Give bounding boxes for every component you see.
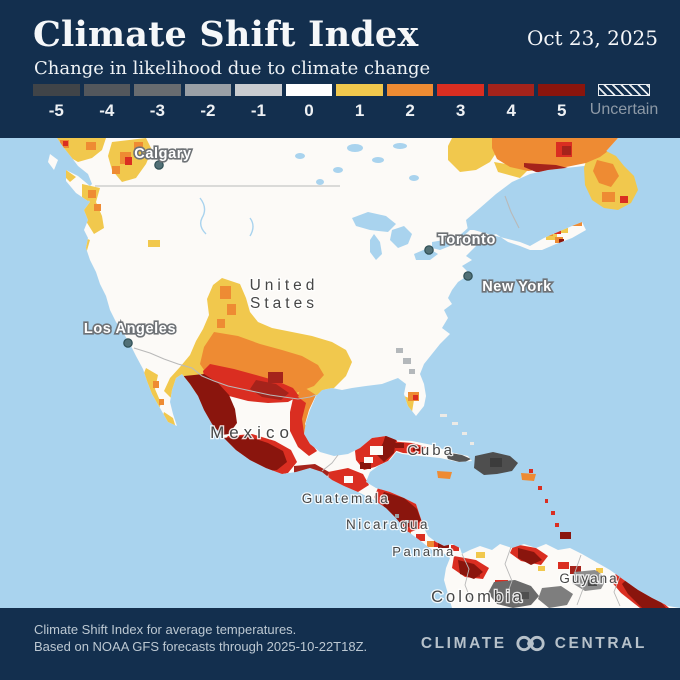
- city-dot-los-angeles: [123, 338, 133, 348]
- legend-swatch: [184, 84, 232, 96]
- region-label-nicaragua: Nicaragua: [346, 517, 430, 532]
- legend-cell--2: -2: [184, 84, 232, 121]
- legend-value: 4: [506, 101, 516, 120]
- legend-swatch: [83, 84, 131, 96]
- uncertain-label: Uncertain: [589, 101, 659, 118]
- city-label-calgary: Calgary: [134, 146, 191, 162]
- lake-huron: [390, 226, 412, 248]
- uncertain-hatch-swatch: [598, 84, 650, 96]
- legend-cells: -5 -4 -3 -2 -1 0 1 2 3 4 5: [33, 84, 586, 121]
- legend-value: 1: [354, 101, 365, 120]
- legend-value: -2: [200, 101, 216, 120]
- legend-value: -1: [250, 101, 267, 120]
- climate-central-rings-icon: [516, 635, 545, 652]
- legend-value: 2: [405, 101, 415, 120]
- region-label-guatemala: Guatemala: [302, 491, 391, 506]
- region-label-united-states: States: [250, 295, 318, 312]
- city-label-los-angeles: Los Angeles: [84, 321, 176, 337]
- legend-cell-5: 5: [538, 84, 586, 121]
- legend-cell-0: 0: [285, 84, 333, 121]
- climate-central-logo: CLIMATE CENTRAL: [421, 634, 647, 653]
- landmasses: [48, 138, 680, 608]
- legend-value: 3: [455, 101, 466, 120]
- gulf-of-st-lawrence: [468, 174, 586, 229]
- country-borders: [95, 185, 621, 607]
- lake-michigan: [370, 234, 382, 260]
- region-label-mexico: Mexico: [210, 423, 294, 442]
- legend-value: 5: [557, 101, 567, 120]
- date-label: Oct 23, 2025: [526, 26, 658, 50]
- legend-swatch: [386, 84, 434, 96]
- legend-swatch: [235, 84, 282, 96]
- map: United States Mexico Cuba Guatemala Nicaragua…: [0, 138, 680, 608]
- caribbean-islands: [437, 452, 571, 539]
- lakes-and-gulf: [199, 143, 586, 260]
- legend-swatch: [487, 84, 535, 96]
- city-dot-toronto: [424, 245, 434, 255]
- attribution-line-2: Based on NOAA GFS forecasts through 2025…: [34, 639, 368, 654]
- lake-ontario: [432, 240, 450, 250]
- lesser-antilles: [529, 469, 571, 539]
- region-label-united-states: United: [250, 277, 319, 294]
- city-dot-calgary: [154, 160, 164, 170]
- attribution-line-1: Climate Shift Index for average temperat…: [34, 622, 297, 637]
- legend-swatch: [285, 84, 333, 96]
- uncertain-areas: [274, 348, 607, 608]
- region-label-panama: Panama: [392, 544, 455, 559]
- legend-swatch: [134, 84, 181, 96]
- legend-cell--5: -5: [33, 84, 80, 121]
- attribution-text: Climate Shift Index for average temperat…: [34, 621, 367, 655]
- legend-value: -4: [99, 101, 115, 120]
- legend-swatch: [33, 84, 80, 96]
- legend-cell--3: -3: [134, 84, 181, 121]
- region-label-cuba: Cuba: [407, 442, 455, 459]
- logo-word-central: CENTRAL: [554, 634, 647, 652]
- footer: Climate Shift Index for average temperat…: [0, 608, 680, 680]
- legend-cell-2: 2: [386, 84, 434, 121]
- legend-swatch: [437, 84, 484, 96]
- lake-superior: [352, 212, 396, 232]
- legend-cell-1: 1: [336, 84, 383, 121]
- csi-legend: -5 -4 -3 -2 -1 0 1 2 3 4 5 Uncertain: [33, 84, 658, 121]
- legend-cell--4: -4: [83, 84, 131, 121]
- logo-word-climate: CLIMATE: [420, 634, 507, 652]
- legend-uncertain: Uncertain: [590, 84, 658, 118]
- legend-cell--1: -1: [235, 84, 282, 121]
- header: Climate Shift Index Change in likelihood…: [0, 0, 680, 138]
- page-title: Climate Shift Index: [33, 14, 419, 55]
- legend-cell-3: 3: [437, 84, 484, 121]
- city-label-new-york: New York: [482, 279, 552, 295]
- jamaica: [437, 471, 452, 479]
- legend-swatch: [336, 84, 383, 96]
- city-label-toronto: Toronto: [438, 232, 496, 248]
- page-subtitle: Change in likelihood due to climate chan…: [34, 58, 431, 79]
- legend-cell-4: 4: [487, 84, 535, 121]
- legend-value: -3: [149, 101, 165, 120]
- legend-swatch: [538, 84, 586, 96]
- city-dot-new-york: [463, 271, 473, 281]
- legend-value: 0: [304, 101, 314, 120]
- region-label-guyana: Guyana: [559, 571, 618, 586]
- puerto-rico: [521, 473, 536, 481]
- legend-value: -5: [48, 101, 64, 120]
- region-label-colombia: Colombia: [431, 588, 525, 606]
